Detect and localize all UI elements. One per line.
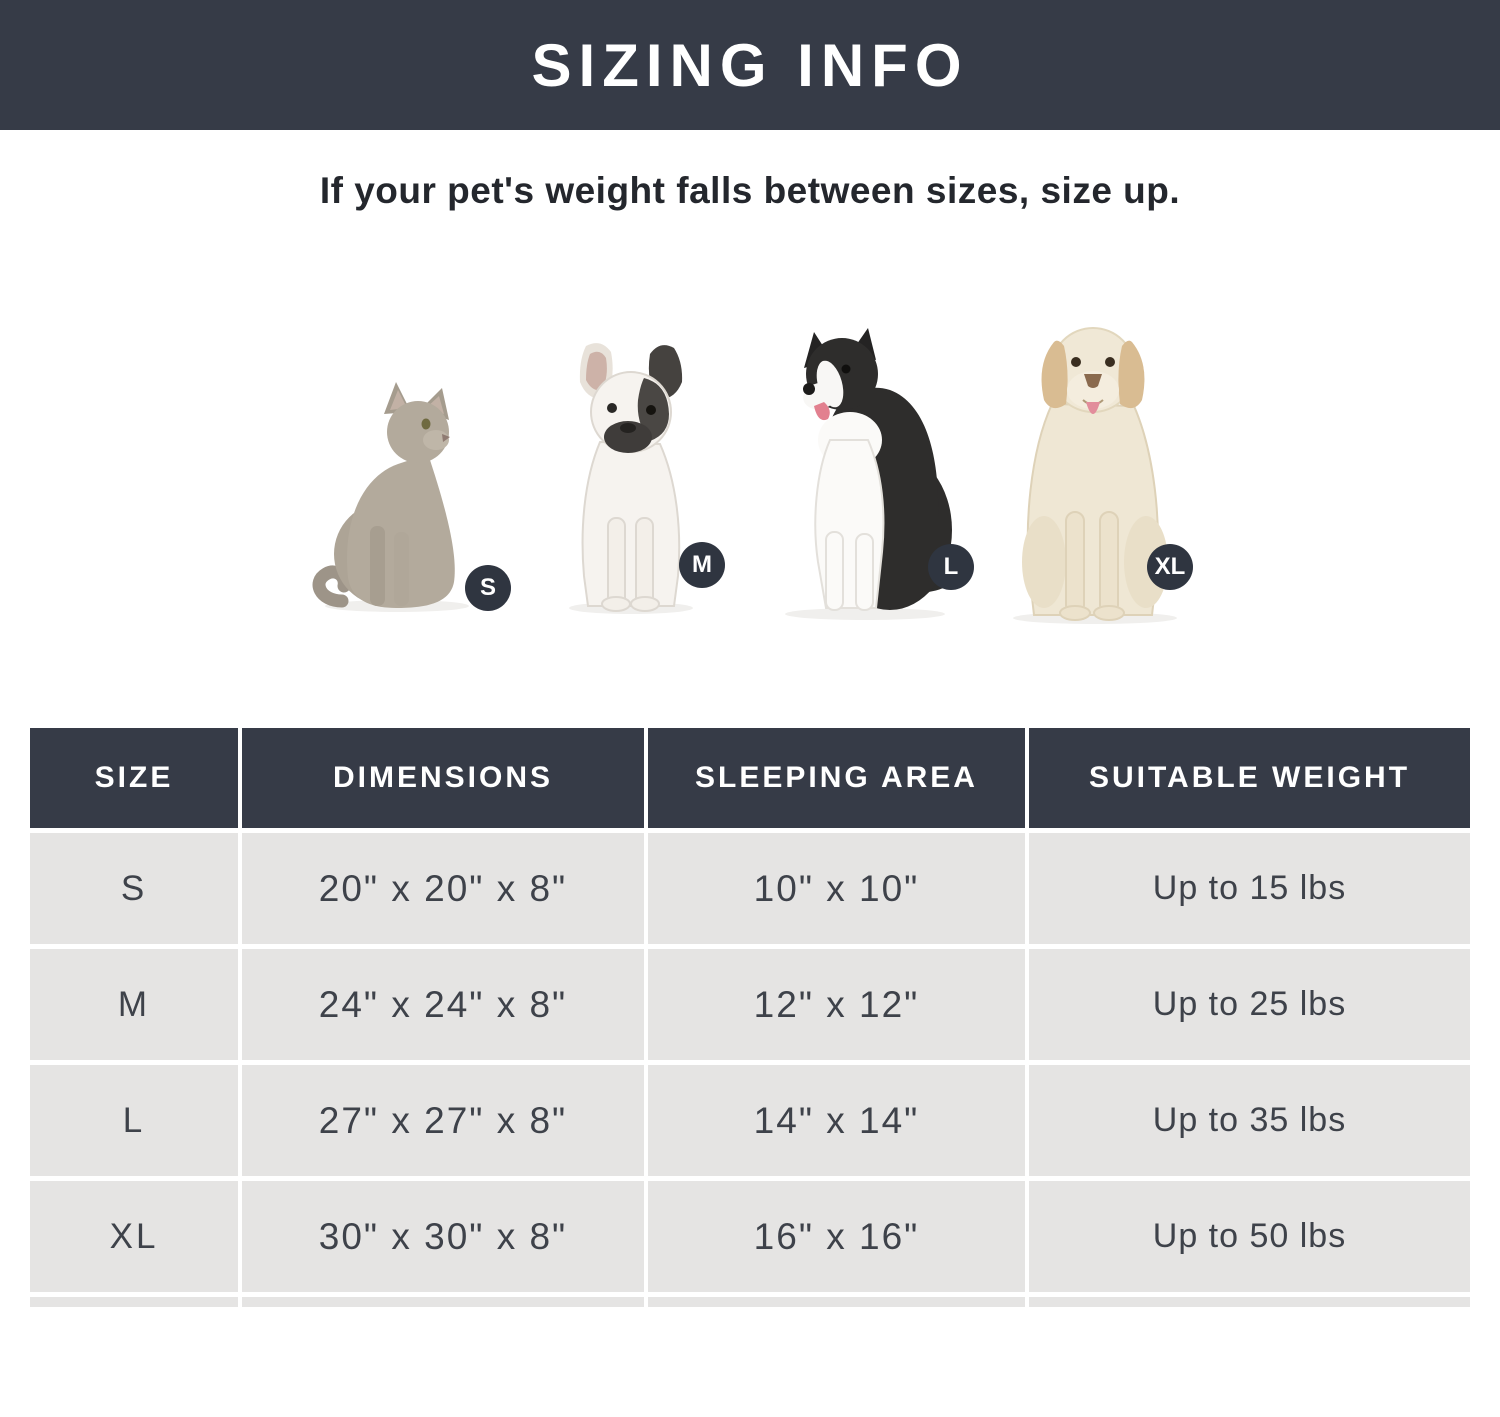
table-cell-size-xl: XL [30, 1181, 238, 1292]
table-row-cutoff [648, 1297, 1025, 1307]
table-cell-size-s: S [30, 833, 238, 944]
table-cell-sleeping-area-l: 14" x 14" [648, 1065, 1025, 1176]
column-header-suitable-weight: SUITABLE WEIGHT [1029, 728, 1470, 828]
size-badge-m: M [679, 542, 725, 588]
table-cell-weight-s: Up to 15 lbs [1029, 833, 1470, 944]
table-cell-size-l: L [30, 1065, 238, 1176]
table-cell-dimensions-s: 20" x 20" x 8" [242, 833, 644, 944]
labrador-illustration [1013, 327, 1177, 624]
table-cell-sleeping-area-m: 12" x 12" [648, 949, 1025, 1060]
table-cell-weight-m: Up to 25 lbs [1029, 949, 1470, 1060]
french-bulldog-illustration [569, 343, 693, 614]
border-collie-illustration [785, 328, 965, 620]
sizing-table: SIZE DIMENSIONS SLEEPING AREA SUITABLE W… [30, 728, 1470, 1307]
cat-image: S [312, 368, 511, 613]
border-collie-image: L [770, 322, 974, 622]
table-cell-dimensions-m: 24" x 24" x 8" [242, 949, 644, 1060]
column-header-dimensions: DIMENSIONS [242, 728, 644, 828]
cat-illustration [312, 382, 469, 612]
table-row-cutoff [242, 1297, 644, 1307]
table-row-cutoff [30, 1297, 238, 1307]
table-cell-dimensions-l: 27" x 27" x 8" [242, 1065, 644, 1176]
table-cell-weight-xl: Up to 50 lbs [1029, 1181, 1470, 1292]
subtitle: If your pet's weight falls between sizes… [319, 170, 1181, 211]
french-bulldog-image: M [556, 340, 725, 615]
size-badge-s: S [465, 565, 511, 611]
size-badge-l: L [928, 544, 974, 590]
table-cell-dimensions-xl: 30" x 30" x 8" [242, 1181, 644, 1292]
table-row-cutoff [1029, 1297, 1470, 1307]
table-cell-size-m: M [30, 949, 238, 1060]
page-header: SIZING INFO [0, 0, 1500, 130]
column-header-size: SIZE [30, 728, 238, 828]
table-cell-sleeping-area-s: 10" x 10" [648, 833, 1025, 944]
table-cell-weight-l: Up to 35 lbs [1029, 1065, 1470, 1176]
labrador-image: XL [1000, 312, 1193, 627]
table-cell-sleeping-area-xl: 16" x 16" [648, 1181, 1025, 1292]
column-header-sleeping-area: SLEEPING AREA [648, 728, 1025, 828]
page-title: SIZING INFO [531, 31, 969, 99]
size-badge-xl: XL [1147, 544, 1193, 590]
